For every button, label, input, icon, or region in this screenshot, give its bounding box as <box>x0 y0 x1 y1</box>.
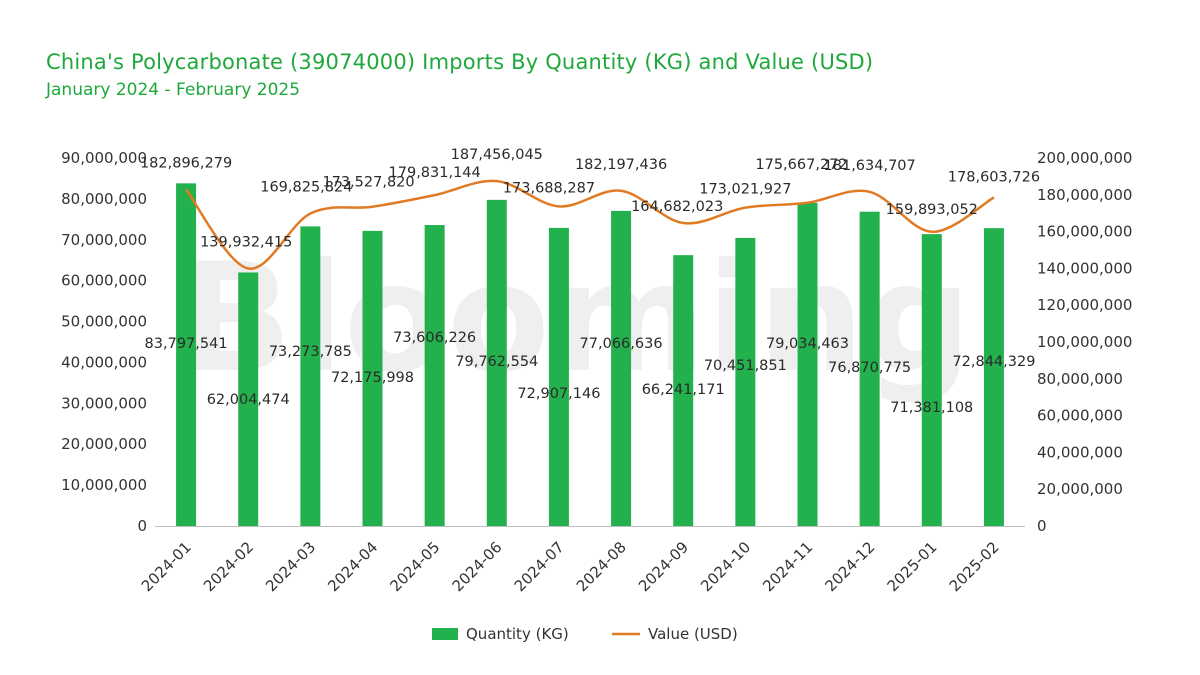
value-data-label: 182,197,436 <box>575 157 667 173</box>
line-series-value <box>185 179 995 270</box>
quantity-data-label: 72,844,329 <box>952 354 1035 370</box>
bar-series-quantity <box>176 183 1004 527</box>
legend-label-value: Value (USD) <box>648 625 738 643</box>
y-left-tick-label: 80,000,000 <box>61 190 147 208</box>
quantity-data-label: 72,175,998 <box>331 370 414 386</box>
y-left-tick-label: 10,000,000 <box>61 476 147 494</box>
y-left-tick-label: 40,000,000 <box>61 353 147 371</box>
value-data-label: 173,527,820 <box>322 175 414 191</box>
x-tick-label: 2024-06 <box>449 538 506 595</box>
y-left-tick-label: 90,000,000 <box>61 149 147 167</box>
y-left-tick-label: 0 <box>137 517 147 535</box>
y-left-tick-label: 20,000,000 <box>61 435 147 453</box>
value-data-label: 179,831,144 <box>389 165 481 181</box>
y-right-tick-label: 0 <box>1037 517 1047 535</box>
quantity-data-label: 73,273,785 <box>269 344 352 360</box>
quantity-data-label: 72,907,146 <box>517 386 600 402</box>
data-labels: 182,896,279 139,932,415 169,825,824173,527… <box>140 147 1040 416</box>
bar-2024-07 <box>548 227 569 526</box>
quantity-data-label: 79,034,463 <box>766 336 849 352</box>
y-left-tick-label: 60,000,000 <box>61 272 147 290</box>
watermark-text: Blooming <box>178 232 972 406</box>
quantity-data-label: 71,381,108 <box>890 400 973 416</box>
value-data-label: 169,825,824 <box>260 180 352 196</box>
y-right-tick-label: 200,000,000 <box>1037 149 1132 167</box>
y-right-tick-label: 120,000,000 <box>1037 296 1132 314</box>
x-tick-label: 2025-02 <box>946 538 1003 595</box>
quantity-data-label: 77,066,636 <box>580 336 663 352</box>
x-tick-label: 2024-10 <box>697 538 754 595</box>
value-data-label: 173,688,287 <box>503 180 595 196</box>
x-tick-label: 2024-02 <box>200 538 257 595</box>
quantity-data-label: 83,797,541 <box>145 336 228 352</box>
bar-2024-02 <box>238 272 259 526</box>
x-tick-label: 2024-04 <box>324 538 381 595</box>
bar-2024-01 <box>176 183 197 527</box>
x-tick-label: 2024-01 <box>138 538 195 595</box>
value-data-label: 187,456,045 <box>451 147 543 163</box>
y-left-tick-label: 70,000,000 <box>61 231 147 249</box>
x-tick-label: 2024-08 <box>573 538 630 595</box>
y-right-tick-label: 160,000,000 <box>1037 223 1132 241</box>
legend-swatch-quantity <box>432 628 458 640</box>
quantity-data-label: 70,451,851 <box>704 358 787 374</box>
bar-2024-09 <box>673 255 694 526</box>
y-right-tick-label: 20,000,000 <box>1037 480 1123 498</box>
value-data-label: 173,021,927 <box>699 182 791 198</box>
bar-2024-04 <box>362 230 383 526</box>
x-tick-label: 2024-12 <box>821 538 878 595</box>
value-data-label: 181,634,707 <box>824 158 916 174</box>
y-right-tick-label: 80,000,000 <box>1037 370 1123 388</box>
y-right-tick-label: 180,000,000 <box>1037 186 1132 204</box>
y-right-tick-label: 60,000,000 <box>1037 407 1123 425</box>
y-left-tick-label: 30,000,000 <box>61 394 147 412</box>
bar-2024-05 <box>424 225 445 526</box>
bar-2024-10 <box>735 237 756 526</box>
value-data-label: 175,667,272 <box>755 157 847 173</box>
x-tick-label: 2025-01 <box>884 538 941 595</box>
value-data-label: 159,893,052 <box>886 202 978 218</box>
bar-2025-02 <box>983 228 1004 526</box>
x-tick-label: 2024-05 <box>386 538 443 595</box>
bar-2024-06 <box>486 199 507 526</box>
y-right-tick-label: 140,000,000 <box>1037 259 1132 277</box>
quantity-data-label: 62,004,474 <box>207 392 290 408</box>
quantity-data-label: 73,606,226 <box>393 330 476 346</box>
x-tick-label: 2024-07 <box>511 538 568 595</box>
quantity-data-label: 76,870,775 <box>828 360 911 376</box>
bar-2024-03 <box>300 226 321 526</box>
x-tick-label: 2024-11 <box>759 538 816 595</box>
value-data-label: 182,896,279 <box>140 155 232 171</box>
quantity-data-label: 79,762,554 <box>455 354 538 370</box>
y-right-tick-label: 100,000,000 <box>1037 333 1132 351</box>
value-data-label: 164,682,023 <box>631 199 723 215</box>
bar-2024-12 <box>859 211 880 526</box>
bar-2025-01 <box>921 234 942 526</box>
x-tick-label: 2024-03 <box>262 538 319 595</box>
legend-label-quantity: Quantity (KG) <box>466 625 569 643</box>
value-data-label: 139,932,415 <box>200 235 292 251</box>
y-right-tick-label: 40,000,000 <box>1037 443 1123 461</box>
bar-2024-08 <box>611 210 632 526</box>
chart-title: China's Polycarbonate (39074000) Imports… <box>46 50 874 74</box>
legend: Quantity (KG) Value (USD) <box>432 625 738 643</box>
value-line <box>185 179 995 270</box>
y-left-tick-label: 50,000,000 <box>61 313 147 331</box>
x-tick-label: 2024-09 <box>635 538 692 595</box>
quantity-data-label: 66,241,171 <box>642 382 725 398</box>
value-data-label: 178,603,726 <box>948 169 1040 185</box>
bar-2024-11 <box>797 202 818 527</box>
chart-subtitle: January 2024 - February 2025 <box>46 80 301 100</box>
